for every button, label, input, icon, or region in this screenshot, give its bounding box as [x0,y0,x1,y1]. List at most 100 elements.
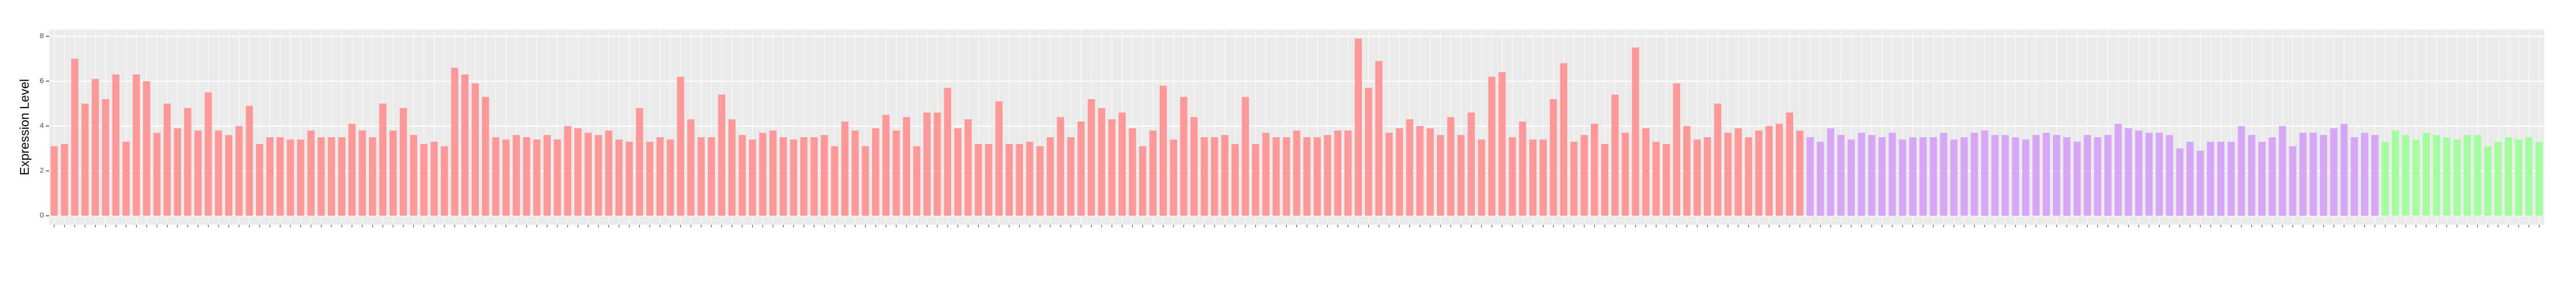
bar [2351,137,2358,216]
bar [1816,141,1824,216]
bar [2381,141,2389,216]
bar [1662,144,1670,216]
bar [2371,135,2379,216]
bar [1334,130,1342,216]
bar [513,135,520,216]
bar [2484,146,2492,216]
bar [1806,137,1814,216]
bar [944,88,951,216]
bar [2094,137,2101,216]
bar [995,101,1003,216]
bar [1703,137,1711,216]
bar [266,137,274,216]
bar [1673,83,1681,216]
bar [738,135,746,216]
bar [2012,137,2019,216]
bar [1180,97,1188,216]
bar [102,99,109,216]
bar [1036,146,1044,216]
bar [667,139,674,216]
bar [1365,88,1372,216]
bar [451,68,459,216]
bar [964,119,972,216]
bar [1087,99,1095,216]
bar [2474,135,2482,216]
bar [215,130,222,216]
bar [400,108,407,216]
bar [2453,139,2461,216]
bar [1868,135,1876,216]
bar [441,146,448,216]
bar [255,144,263,216]
bar [2309,132,2317,216]
bar [584,132,592,216]
bar [389,130,397,216]
bar [790,139,798,216]
bar [913,146,921,216]
bar [1961,137,1968,216]
bar [410,135,418,216]
bar [81,103,89,216]
bar [50,146,58,216]
bar [1129,128,1137,216]
bar [2104,135,2112,216]
bar [2053,135,2060,216]
bar [2022,139,2030,216]
y-tick-label: 0 [40,211,44,219]
bar [368,137,376,216]
bar [2135,130,2143,216]
bar [2114,123,2122,216]
bar [574,128,582,216]
bar [841,121,849,216]
bar [1950,139,1958,216]
bar [933,112,941,216]
bar [1118,112,1126,216]
y-tick-label: 2 [40,166,44,175]
bar [1006,144,1013,216]
bar [481,97,489,216]
bar [677,77,685,216]
bar [1426,128,1434,216]
bar [1509,137,1516,216]
bar [1303,137,1311,216]
bar [1632,47,1640,216]
bar [1940,132,1947,216]
bar [174,128,181,216]
bar [2392,130,2399,216]
bar [1149,130,1157,216]
bar [1848,139,1855,216]
bar [893,130,900,216]
bar [1755,130,1763,216]
bar [903,117,911,216]
bar [1159,85,1167,216]
bar [780,137,787,216]
bar [338,137,346,216]
bar [1046,137,1054,216]
bar [2422,132,2430,216]
bar [348,123,356,216]
bar [851,130,859,216]
bar [1724,132,1732,216]
bar [523,137,531,216]
bar [1108,119,1116,216]
bar [2032,135,2040,216]
bar [872,128,879,216]
bar [923,112,931,216]
bar [2412,139,2420,216]
bar [225,135,233,216]
bar [1796,130,1804,216]
bar [974,144,982,216]
bar [1683,126,1691,216]
bar [122,141,130,216]
bar [1457,135,1465,216]
bar [543,135,551,216]
bar [2238,126,2245,216]
bar [297,139,305,216]
bar [502,139,510,216]
bar [317,137,325,216]
bar [1642,128,1650,216]
bar [1067,137,1075,216]
bar [564,126,572,216]
bar [1252,144,1259,216]
